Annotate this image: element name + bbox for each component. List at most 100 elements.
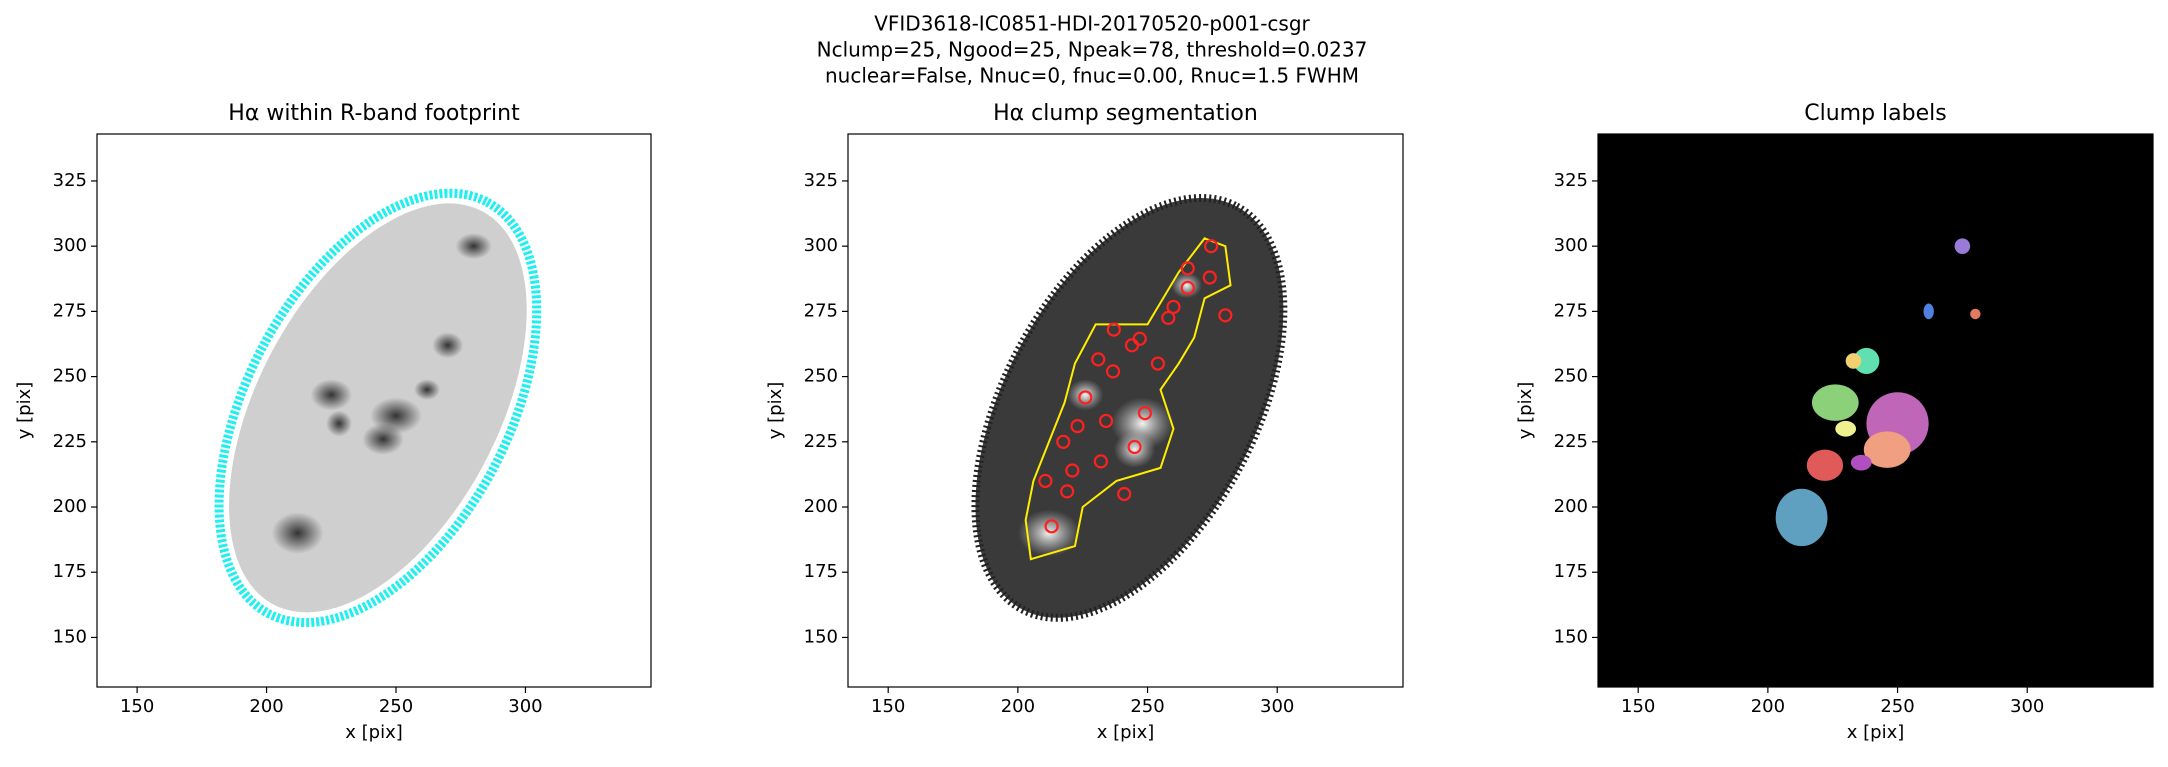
clump-marker: [1105, 364, 1121, 379]
y-tick-label: 225: [53, 431, 87, 452]
y-tick-label: 200: [804, 496, 838, 517]
y-tick-label: 200: [53, 496, 87, 517]
clump-marker: [1124, 338, 1140, 353]
clump-region: [1806, 449, 1844, 481]
image-feature: [310, 379, 352, 411]
plot-area: [971, 193, 1288, 622]
clump-marker: [1127, 439, 1142, 455]
image-feature: [432, 332, 464, 359]
clump-marker: [1150, 356, 1166, 371]
plot-area: [1598, 134, 2153, 687]
x-tick-label: 300: [2010, 696, 2044, 717]
clump-marker: [1065, 463, 1080, 478]
y-tick-label: 150: [1554, 626, 1588, 647]
x-tick-label: 300: [1260, 696, 1294, 717]
clump-region: [1853, 347, 1880, 374]
x-tick-label: 150: [1621, 696, 1655, 717]
y-axis-label: y [pix]: [14, 382, 35, 440]
y-tick-label: 300: [1554, 235, 1588, 256]
image-feature: [1170, 272, 1203, 299]
y-tick-label: 325: [804, 170, 838, 191]
y-axis-label: y [pix]: [1515, 382, 1536, 440]
clump-region: [1954, 238, 1971, 254]
image-feature: [326, 410, 352, 437]
y-tick-label: 300: [53, 235, 87, 256]
clump-marker: [1180, 280, 1195, 296]
axes-title: Clump labels: [1804, 101, 1946, 126]
axes-frame: [847, 133, 1404, 688]
clump-region: [1845, 353, 1862, 369]
clump-marker: [1060, 484, 1075, 499]
clump-region: [1835, 420, 1857, 437]
image-feature: [414, 379, 441, 401]
image-feature: [1017, 509, 1081, 557]
clump-marker: [1038, 473, 1053, 489]
y-tick-label: 250: [804, 366, 838, 387]
y-tick-label: 325: [53, 170, 87, 191]
clump-marker: [1091, 352, 1106, 367]
x-tick-label: 250: [1880, 696, 1914, 717]
y-tick-label: 300: [804, 235, 838, 256]
y-tick-label: 175: [53, 561, 87, 582]
x-axis-label: x [pix]: [345, 722, 403, 743]
clump-marker: [1070, 419, 1085, 434]
y-tick-label: 150: [804, 626, 838, 647]
clump-region: [1811, 384, 1859, 421]
y-tick-label: 250: [1554, 366, 1588, 387]
clump-marker: [1044, 519, 1059, 534]
clump-marker: [1202, 270, 1217, 285]
image-feature: [455, 233, 492, 260]
y-tick-label: 225: [804, 431, 838, 452]
image-feature: [362, 423, 404, 455]
x-tick-label: 300: [508, 696, 542, 717]
axes-title: Hα within R-band footprint: [228, 101, 520, 126]
clump-marker: [1180, 261, 1195, 276]
x-axis-label: x [pix]: [1097, 722, 1155, 743]
x-tick-label: 200: [249, 696, 283, 717]
clump-marker: [1093, 454, 1108, 469]
suptitle: Nclump=25, Ngood=25, Npeak=78, threshold…: [817, 38, 1368, 62]
clump-region: [1775, 488, 1828, 547]
segmentation-contour: [1024, 237, 1232, 561]
axes-frame: [96, 133, 652, 688]
clump-region: [1863, 431, 1911, 468]
clump-marker: [1098, 413, 1114, 429]
y-tick-label: 250: [53, 366, 87, 387]
axes-frame: [1597, 133, 2154, 688]
y-tick-label: 175: [1554, 561, 1588, 582]
x-tick-label: 150: [871, 696, 905, 717]
y-tick-label: 200: [1554, 496, 1588, 517]
y-tick-label: 175: [804, 561, 838, 582]
y-tick-label: 325: [1554, 170, 1588, 191]
clump-marker: [1161, 310, 1176, 325]
x-tick-label: 200: [1001, 696, 1035, 717]
x-tick-label: 150: [120, 696, 154, 717]
clump-marker: [1078, 390, 1093, 405]
clump-region: [1923, 303, 1934, 320]
clump-marker: [1166, 299, 1181, 315]
y-tick-label: 225: [1554, 431, 1588, 452]
plot-area: [214, 188, 542, 628]
y-tick-label: 275: [53, 300, 87, 321]
suptitle: VFID3618-IC0851-HDI-20170520-p001-csgr: [874, 12, 1310, 36]
x-tick-label: 250: [379, 696, 413, 717]
y-tick-label: 275: [1554, 300, 1588, 321]
clump-marker: [1106, 322, 1121, 337]
y-tick-label: 150: [53, 626, 87, 647]
clump-marker: [1056, 434, 1071, 449]
image-feature: [214, 188, 542, 628]
image-feature: [271, 512, 324, 554]
clump-marker: [1117, 486, 1132, 502]
y-tick-label: 275: [804, 300, 838, 321]
x-tick-label: 250: [1130, 696, 1164, 717]
clump-region: [1970, 308, 1981, 320]
clump-marker: [1218, 308, 1233, 323]
image-feature: [1113, 431, 1156, 468]
x-axis-label: x [pix]: [1847, 722, 1905, 743]
clump-region: [1850, 454, 1872, 471]
suptitle: nuclear=False, Nnuc=0, fnuc=0.00, Rnuc=1…: [825, 64, 1359, 88]
image-feature: [1067, 379, 1104, 411]
clump-marker: [1137, 406, 1153, 421]
clump-marker: [1203, 239, 1219, 254]
